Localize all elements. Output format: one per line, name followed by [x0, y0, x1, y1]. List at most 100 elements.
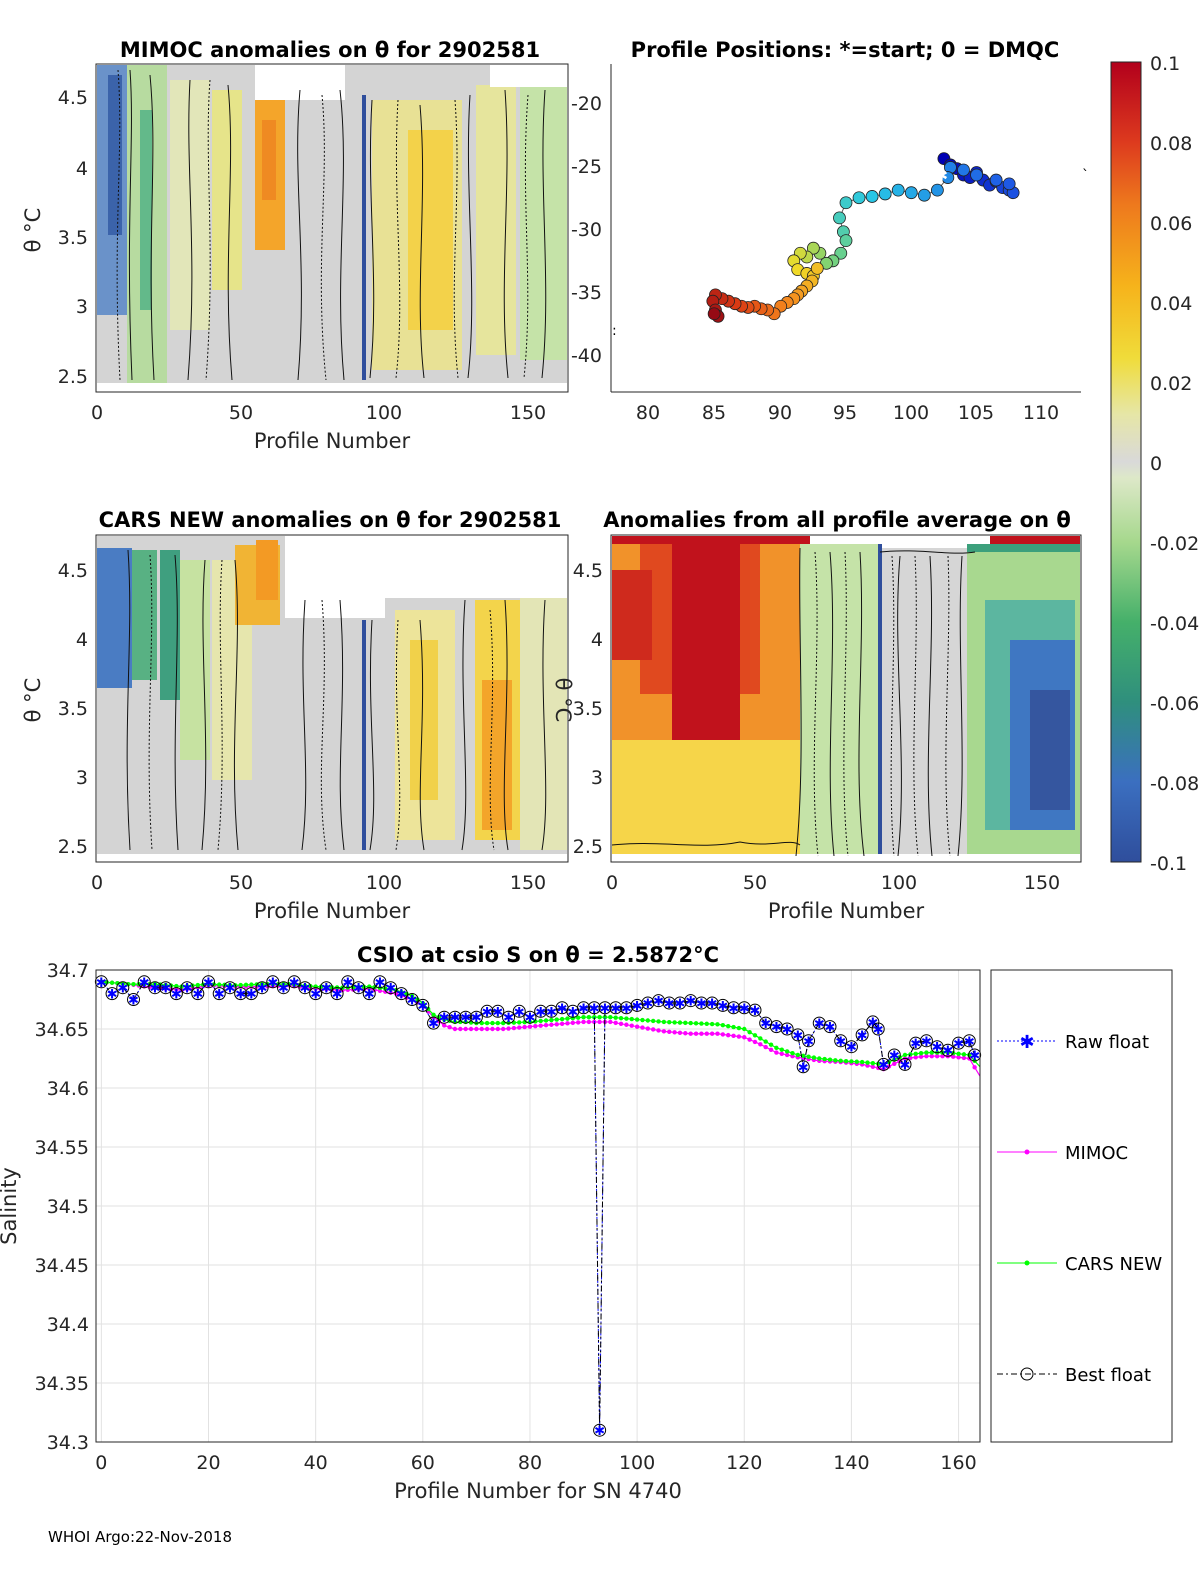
salinity-xtick: 40 — [304, 1452, 328, 1474]
series-point — [292, 982, 297, 987]
legend-entry-cars-new: CARS NEW — [997, 1254, 1162, 1275]
legend-entry-best-float: Best float — [997, 1365, 1151, 1386]
series-point — [174, 987, 179, 992]
series-point — [688, 1020, 693, 1026]
raw-float-point: ✱ — [503, 1011, 514, 1026]
mimoc-heatmap — [97, 65, 567, 392]
mimoc-ylabel: θ °C — [21, 208, 45, 253]
salinity-ytick: 34.6 — [47, 1078, 89, 1100]
raw-float-point: ✱ — [310, 988, 321, 1003]
series-point — [661, 1029, 667, 1034]
raw-float-point: ✱ — [557, 1002, 568, 1017]
profile-position-point — [904, 186, 918, 200]
series-point — [731, 1024, 736, 1030]
series-point — [640, 1017, 645, 1023]
cars-xtick: 100 — [366, 872, 402, 894]
best-float-point — [202, 975, 216, 989]
series-point — [500, 1026, 506, 1032]
series-point — [833, 1058, 838, 1063]
series-point — [259, 981, 265, 987]
profile-position-point — [806, 241, 820, 255]
positions-ytick: -30 — [571, 219, 602, 241]
series-point — [538, 1023, 543, 1028]
series-point — [677, 1030, 683, 1035]
best-float-point — [630, 998, 644, 1012]
best-float-point — [968, 1048, 982, 1062]
best-float-point — [641, 996, 655, 1010]
salinity-y-ticks: 34.7 34.65 34.6 34.55 34.5 34.45 34.4 34.35 34.3 — [35, 960, 89, 1454]
series-point — [629, 1016, 634, 1022]
best-float-point — [823, 1020, 837, 1034]
raw-float-point: ✱ — [117, 982, 128, 997]
best-float-point — [116, 981, 130, 995]
average-xlabel: Profile Number — [768, 899, 925, 923]
cars-ylabel: θ °C — [21, 678, 45, 723]
series-point — [752, 1033, 758, 1038]
series-point — [549, 1017, 554, 1023]
best-float-point — [223, 981, 237, 995]
position-track: ✱ — [706, 152, 1020, 323]
series-point — [613, 1020, 618, 1026]
raw-float-point: ✱ — [514, 1005, 525, 1020]
best-float-point — [362, 987, 376, 1001]
series-point — [693, 1031, 699, 1036]
average-ytick: 3 — [591, 767, 603, 789]
raw-float-point: ✱ — [696, 997, 707, 1012]
series-point — [281, 981, 286, 987]
best-float-point — [212, 987, 226, 1001]
raw-float-point: ✱ — [910, 1037, 921, 1052]
series-point — [575, 1015, 581, 1020]
raw-float-point: ✱ — [321, 982, 332, 997]
legend-entry-mimoc: MIMOC — [997, 1143, 1128, 1164]
series-point — [131, 981, 136, 987]
series-point — [918, 1054, 924, 1059]
mimoc-ytick: 3 — [76, 296, 88, 318]
raw-float-point: ✱ — [342, 976, 353, 991]
average-ytick: 4 — [591, 629, 603, 651]
series-point — [565, 1021, 570, 1026]
positions-y-ticks: -20 -25 -30 -35 -40 — [571, 93, 602, 367]
profile-position-point — [1002, 177, 1016, 191]
salinity-xtick: 100 — [619, 1452, 655, 1474]
raw-float-point: ✱ — [203, 976, 214, 991]
panel-cars: CARS NEW anomalies on θ for 2902581 0 — [21, 508, 569, 923]
raw-float-point: ✱ — [814, 1017, 825, 1032]
raw-float-point: ✱ — [139, 976, 150, 991]
positions-xtick: 80 — [636, 402, 660, 424]
best-float-point — [652, 994, 666, 1008]
best-float-point — [866, 1015, 880, 1029]
salinity-xlabel: Profile Number for SN 4740 — [394, 1479, 682, 1503]
raw-float-point: ✱ — [760, 1017, 771, 1032]
salinity-ytick: 34.35 — [35, 1373, 89, 1395]
series-point — [763, 1039, 768, 1044]
series-point — [629, 1023, 634, 1028]
mimoc-xtick: 0 — [91, 402, 103, 424]
profile-position-point — [834, 246, 848, 260]
series-point — [720, 1023, 726, 1028]
raw-float-point: ✱ — [546, 1005, 557, 1020]
series-point — [597, 1019, 602, 1025]
positions-xtick: 85 — [702, 402, 726, 424]
series-point — [667, 1029, 672, 1035]
average-xtick: 100 — [881, 872, 917, 894]
series-point — [608, 1015, 613, 1020]
average-y-ticks: 4.5 4 3.5 3 2.5 — [573, 560, 603, 858]
profile-position-point — [957, 163, 970, 177]
best-float-point — [593, 1423, 607, 1437]
series-point — [699, 1021, 704, 1026]
raw-float-point: ✱ — [642, 997, 653, 1012]
panel-salinity-title: CSIO at csio S on θ = 2.5872°C — [357, 943, 719, 967]
panel-cars-title: CARS NEW anomalies on θ for 2902581 — [99, 508, 562, 532]
series-point — [227, 982, 233, 988]
series-point — [736, 1025, 742, 1031]
raw-float-point: ✱ — [953, 1037, 964, 1052]
series-point — [806, 1054, 811, 1059]
raw-float-point: ✱ — [873, 1023, 884, 1038]
series-point — [575, 1020, 581, 1025]
series-point — [570, 1020, 576, 1026]
average-ylabel: θ °C — [551, 678, 575, 723]
series-point — [779, 1047, 784, 1052]
best-float-point — [834, 1034, 848, 1048]
mimoc-xtick: 150 — [510, 402, 546, 424]
best-float-point — [94, 975, 108, 989]
